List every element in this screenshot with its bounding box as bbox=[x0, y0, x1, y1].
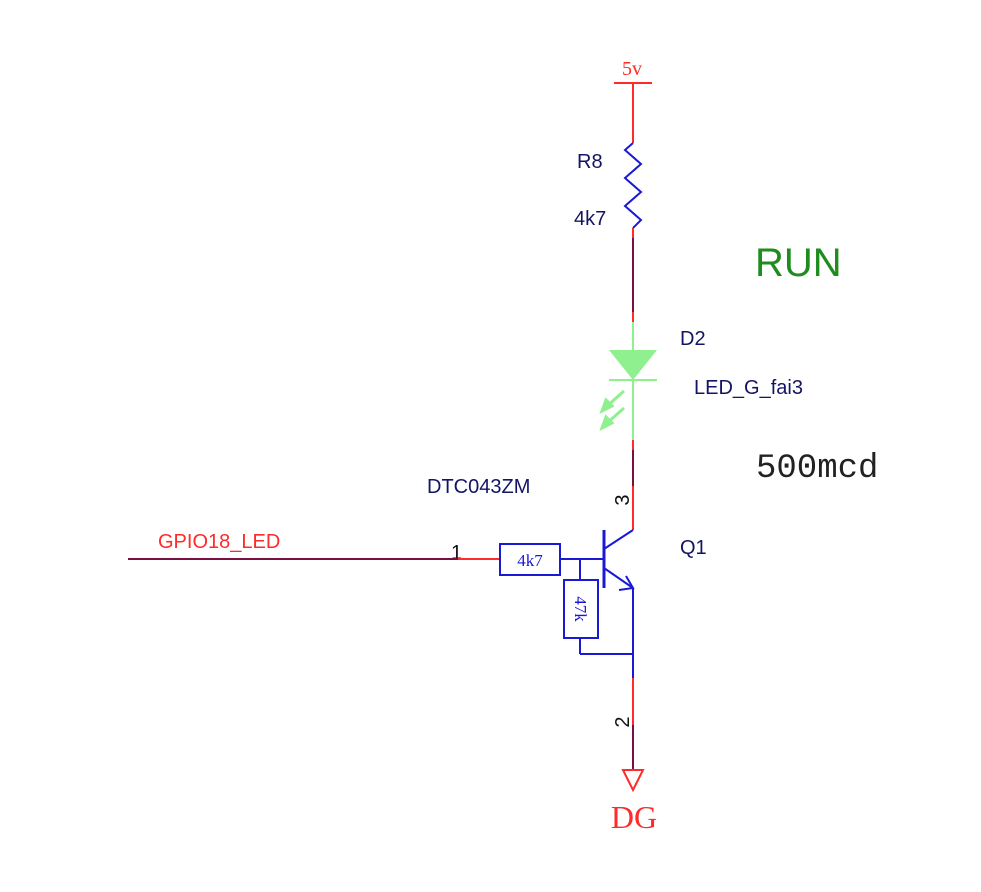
d2-brightness: 500mcd bbox=[756, 450, 878, 488]
resistor-r8-symbol bbox=[623, 142, 643, 229]
q1-emitter-leg bbox=[603, 567, 634, 589]
led-d2-triangle bbox=[609, 350, 657, 380]
q1-part: DTC043ZM bbox=[427, 476, 530, 498]
ground-label: DG bbox=[611, 799, 657, 835]
ground-icon bbox=[621, 769, 645, 793]
q1-be-resistor-value: 47k bbox=[571, 596, 590, 622]
q1-ref: Q1 bbox=[680, 537, 707, 559]
r8-ref: R8 bbox=[577, 151, 603, 173]
q1-pin-collector: 3 bbox=[612, 494, 634, 505]
run-label: RUN bbox=[755, 241, 842, 285]
q1-pin-emitter: 2 bbox=[612, 716, 634, 727]
q1-base-resistor-value: 4k7 bbox=[517, 551, 543, 570]
q1-collector-leg bbox=[603, 529, 634, 550]
q1-pin-base: 1 bbox=[451, 542, 462, 564]
power-label: 5v bbox=[622, 58, 642, 80]
led-light-arrows-icon bbox=[599, 389, 625, 432]
r8-value: 4k7 bbox=[574, 208, 606, 230]
net-gpio-label: GPIO18_LED bbox=[158, 531, 280, 553]
d2-part: LED_G_fai3 bbox=[694, 377, 803, 399]
d2-ref: D2 bbox=[680, 328, 706, 350]
